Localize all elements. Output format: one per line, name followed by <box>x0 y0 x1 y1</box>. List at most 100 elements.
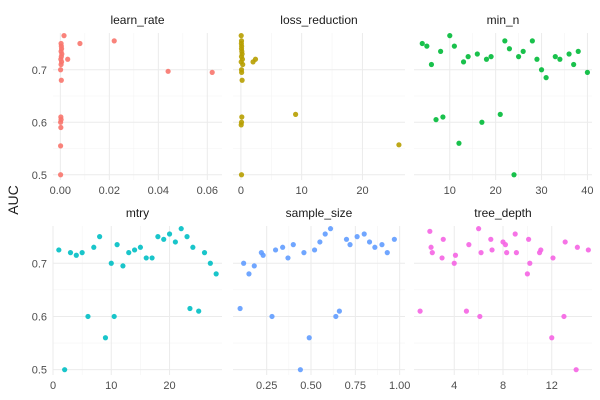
x-tick-label: 30 <box>535 185 547 197</box>
facet-title: learn_rate <box>110 13 164 27</box>
data-point <box>447 33 453 39</box>
data-point <box>239 69 245 75</box>
data-point <box>497 111 503 117</box>
data-point <box>91 244 97 250</box>
data-point <box>534 56 540 62</box>
data-point <box>327 226 334 232</box>
data-point <box>354 234 360 240</box>
data-point <box>543 75 549 81</box>
data-point <box>474 51 480 57</box>
x-tick-label: 20 <box>163 380 175 392</box>
data-point <box>57 172 64 178</box>
data-point <box>65 56 71 62</box>
data-point <box>417 308 423 314</box>
data-point <box>424 43 430 49</box>
data-point <box>391 236 397 242</box>
data-point <box>347 242 353 248</box>
data-point <box>102 335 109 341</box>
x-tick-label: 20 <box>356 185 368 197</box>
data-point <box>155 234 161 240</box>
data-point <box>529 38 535 44</box>
x-tick-label: 0.06 <box>197 185 218 197</box>
data-point <box>57 67 64 73</box>
data-point <box>201 250 208 256</box>
data-point <box>429 250 435 256</box>
data-point <box>427 228 433 234</box>
y-tick-label: 0.6 <box>32 117 47 129</box>
data-point <box>526 236 532 242</box>
facet-title: loss_reduction <box>280 13 357 27</box>
facet-loss_reduction: loss_reduction 0 10 20 <box>233 13 405 197</box>
y-tick-label: 0.5 <box>32 170 47 182</box>
x-tick-label: 0.02 <box>99 185 120 197</box>
data-point <box>238 172 245 178</box>
data-point <box>196 308 202 314</box>
data-point <box>120 263 126 269</box>
data-point <box>513 250 520 256</box>
data-point <box>574 244 580 250</box>
data-point <box>301 250 307 256</box>
x-tick-label: 0.75 <box>345 380 366 392</box>
data-point <box>67 250 74 256</box>
data-point <box>552 54 558 60</box>
data-point <box>452 252 459 258</box>
x-tick-label: 0.50 <box>300 380 321 392</box>
data-point <box>213 271 219 277</box>
data-point <box>172 239 178 245</box>
x-tick-label: 12 <box>546 380 558 392</box>
data-point <box>285 255 291 261</box>
data-point <box>575 48 581 54</box>
data-point <box>184 234 190 240</box>
data-point <box>61 33 67 39</box>
data-point <box>419 40 425 47</box>
data-point <box>246 271 252 277</box>
data-point <box>280 244 286 250</box>
y-tick-label: 0.6 <box>32 311 47 323</box>
data-point <box>311 247 318 253</box>
data-point <box>538 67 545 73</box>
x-tick-label: 40 <box>581 185 593 197</box>
data-point <box>190 244 196 250</box>
data-point <box>161 236 167 242</box>
data-point <box>428 244 434 250</box>
data-point <box>207 260 213 266</box>
data-point <box>111 313 117 320</box>
data-point <box>584 69 591 75</box>
data-point <box>585 247 591 253</box>
data-point <box>240 61 246 68</box>
data-point <box>479 119 485 125</box>
facet-sample_size: sample_size 0.25 0.50 0.75 1.00 <box>233 206 410 392</box>
facet-title: sample_size <box>286 206 353 220</box>
data-point <box>512 231 518 237</box>
data-point <box>143 255 149 261</box>
data-point <box>165 68 171 74</box>
facet-mtry: mtry 0.5 0.6 0.7 0 10 20 <box>32 206 222 392</box>
data-point <box>166 231 173 237</box>
data-point <box>333 313 339 320</box>
data-point <box>566 51 572 57</box>
data-point <box>260 252 266 258</box>
x-tick-label: 10 <box>444 185 456 197</box>
data-point <box>433 117 439 123</box>
data-point <box>428 61 435 68</box>
data-point <box>384 250 390 256</box>
data-point <box>502 38 508 44</box>
x-tick-label: 0.00 <box>50 185 71 197</box>
data-point <box>483 56 490 62</box>
x-tick-label: 20 <box>490 185 502 197</box>
data-point <box>322 231 328 237</box>
data-point <box>372 244 378 250</box>
facet-title: tree_depth <box>474 206 531 220</box>
data-point <box>488 236 494 242</box>
data-point <box>550 255 556 261</box>
data-point <box>178 226 184 232</box>
x-tick-label: 8 <box>500 380 506 392</box>
data-point <box>506 46 513 52</box>
x-tick-label: 1.00 <box>389 380 410 392</box>
data-point <box>502 242 509 248</box>
data-point <box>562 239 568 245</box>
data-point <box>238 33 244 39</box>
facet-learn_rate: learn_rate 0.5 0.6 0.7 0.00 0.02 0.04 0.06 <box>32 13 222 197</box>
data-point <box>527 260 533 266</box>
